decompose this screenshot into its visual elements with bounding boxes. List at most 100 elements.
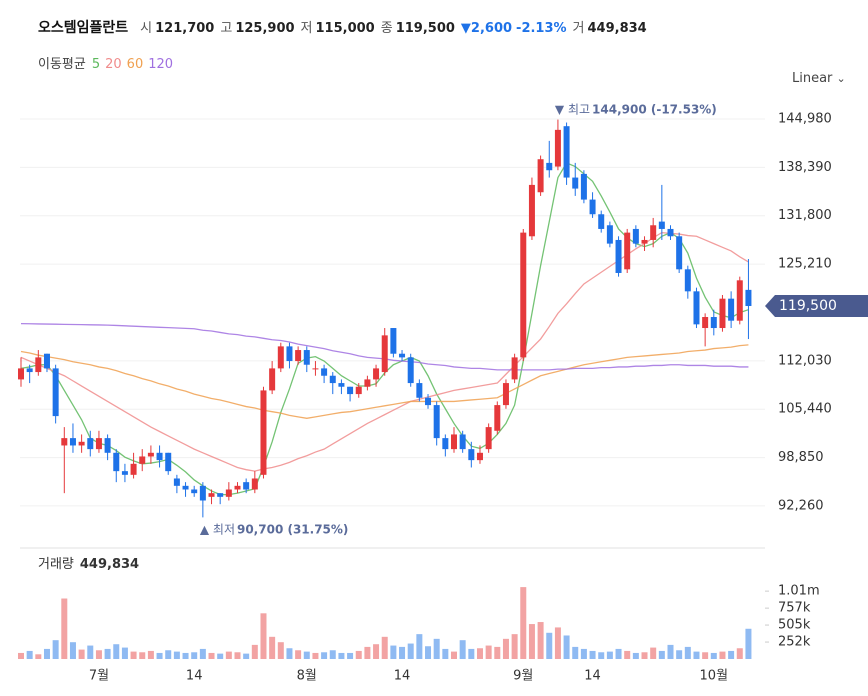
quote-label: 시	[140, 21, 153, 36]
volume-bar	[260, 613, 267, 659]
volume-bar	[641, 652, 648, 659]
volume-bar	[407, 643, 414, 659]
candle-body	[399, 353, 406, 358]
volume-bar	[667, 644, 674, 659]
y-tick-label: 144,980	[778, 112, 832, 127]
volume-bar	[433, 638, 440, 659]
volume-bar	[234, 652, 241, 659]
volume-bar	[676, 650, 683, 659]
candle-body	[329, 375, 336, 384]
y-tick-label: 138,390	[778, 160, 832, 175]
volume-bar	[563, 635, 570, 659]
candle-body	[95, 438, 102, 450]
volume-bar	[416, 634, 423, 659]
volume-tick-label: 1.01m	[778, 584, 820, 599]
candle-body	[572, 177, 579, 189]
candle-body	[312, 368, 319, 370]
candle-body	[728, 298, 735, 321]
candle-body	[61, 438, 68, 446]
candle-body	[416, 383, 423, 398]
volume-bar	[312, 652, 319, 659]
candle-body	[121, 471, 128, 475]
quote-label: 거	[572, 21, 585, 36]
candle-body	[684, 269, 691, 292]
volume-bar	[26, 650, 33, 659]
candle-body	[554, 129, 561, 167]
candle-body	[606, 225, 613, 244]
volume-tick-label: 757k	[778, 601, 811, 616]
candle-body	[468, 449, 475, 461]
volume-bar	[710, 652, 717, 659]
candle-body	[537, 159, 544, 193]
quote-label: 종	[380, 21, 393, 36]
volume-tick-label: 505k	[778, 618, 811, 633]
y-tick-label: 125,210	[778, 257, 832, 272]
candle-body	[130, 463, 137, 475]
quote-label: 고	[220, 21, 233, 36]
volume-bar	[572, 646, 579, 659]
candle-body	[234, 485, 241, 490]
candle-body	[277, 346, 284, 369]
candle-body	[191, 489, 198, 494]
x-tick-label: 7월	[89, 669, 109, 684]
candle-body	[321, 368, 328, 376]
candle-body	[624, 232, 631, 270]
candle-body	[407, 357, 414, 384]
volume-bar	[684, 646, 691, 659]
volume-bar	[217, 653, 224, 659]
volume-bar	[95, 650, 102, 659]
annotation-text: ▼ 최고	[555, 102, 590, 116]
volume-bar	[156, 652, 163, 659]
volume-bar	[303, 651, 310, 659]
volume-bar	[528, 624, 535, 659]
volume-bar	[451, 651, 457, 659]
chevron[interactable]: ⌄	[836, 72, 846, 85]
volume-bar	[18, 652, 24, 659]
candle-body	[476, 452, 483, 461]
volume-bar	[139, 652, 146, 659]
volume-bar	[199, 648, 206, 659]
volume-bar	[485, 645, 492, 659]
volume-bar	[719, 651, 726, 659]
volume-bar	[69, 642, 76, 659]
candle-body	[589, 199, 596, 215]
candle-body	[113, 452, 120, 472]
scale-mode[interactable]: Linear	[792, 71, 833, 86]
candle-body	[243, 482, 250, 490]
volume-bar	[173, 651, 180, 659]
legend-entry: 120	[148, 57, 174, 72]
volume-bar	[399, 646, 406, 659]
volume-bar	[650, 647, 657, 659]
volume-bar	[728, 650, 735, 659]
annotation: ▲ 최저 90,700 (31.75%)	[200, 522, 349, 536]
candle-body	[676, 236, 683, 270]
volume-bar	[251, 644, 258, 659]
volume-bar	[121, 647, 128, 659]
ma-legend: 이동평균 5 20 60 120	[38, 53, 178, 72]
quote-value: 125,900	[235, 21, 295, 36]
x-tick-label: 14	[584, 669, 601, 684]
candle-body	[18, 368, 24, 380]
candle-body	[355, 386, 362, 395]
scale-select[interactable]: Linear ⌄	[792, 71, 846, 86]
volume-bar	[208, 652, 215, 659]
quote-value: 119,500	[395, 21, 455, 36]
volume-bar	[78, 649, 85, 659]
volume-bar	[658, 650, 665, 659]
candle-body	[251, 478, 258, 490]
candle-body	[485, 427, 492, 450]
price-tag: 119,500	[779, 298, 837, 314]
volume-title: 거래량	[38, 557, 74, 572]
volume-bar	[632, 652, 639, 659]
candle-body	[520, 232, 527, 358]
volume-bar	[546, 632, 553, 659]
x-tick-label: 10월	[700, 669, 729, 684]
volume-bar	[615, 648, 622, 659]
candle-body	[269, 368, 276, 391]
volume-bar	[554, 627, 561, 659]
change: ▼2,600	[460, 21, 513, 36]
y-tick-label: 98,850	[778, 450, 824, 465]
volume-bar	[537, 622, 544, 659]
y-tick-label: 131,800	[778, 208, 832, 223]
volume-bar	[736, 648, 743, 659]
